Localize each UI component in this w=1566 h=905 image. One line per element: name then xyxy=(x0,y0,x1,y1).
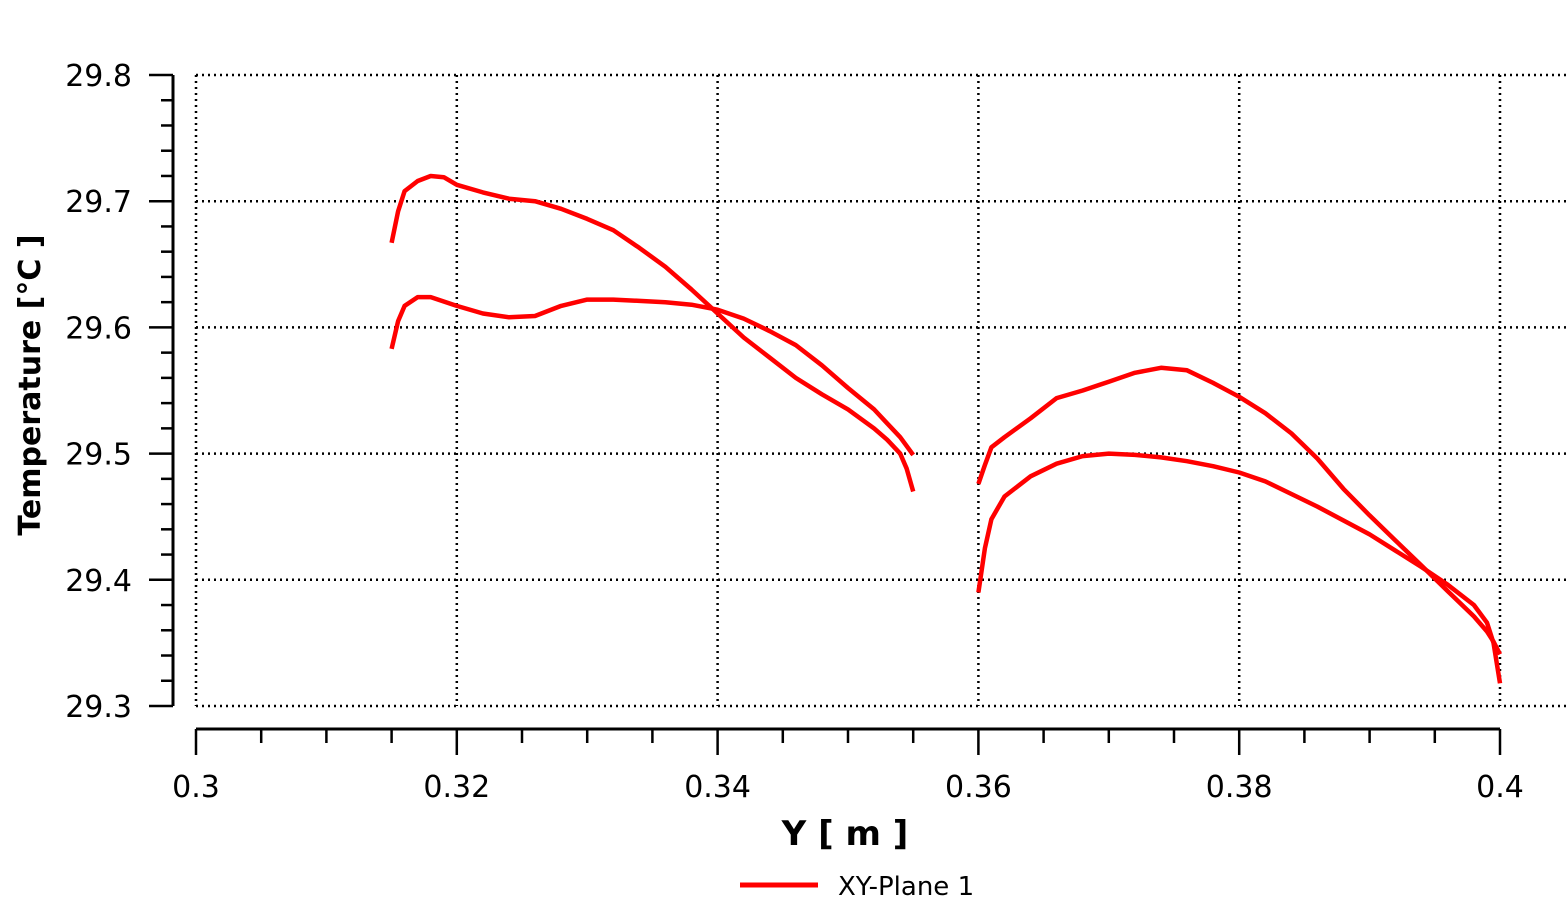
x-tick-label: 0.34 xyxy=(684,770,751,805)
y-tick-label: 29.8 xyxy=(65,59,132,94)
x-axis-ticks: 0.3 0.32 0.34 0.36 0.38 0.4 xyxy=(172,729,1524,805)
y-tick-label: 29.3 xyxy=(65,690,132,725)
series-line-segment-3 xyxy=(976,365,1503,656)
legend-label: XY-Plane 1 xyxy=(838,872,974,902)
x-tick-label: 0.38 xyxy=(1206,770,1273,805)
x-axis-label: Y [ m ] xyxy=(781,814,909,854)
series-lines xyxy=(389,173,1503,684)
y-axis-label: Temperature [°C ] xyxy=(13,234,48,535)
series-line-segment-2 xyxy=(389,294,916,457)
x-tick-label: 0.3 xyxy=(172,770,220,805)
legend: XY-Plane 1 xyxy=(740,872,974,902)
series-line-segment-4 xyxy=(976,451,1503,684)
grid-lines xyxy=(194,73,1566,708)
x-tick-label: 0.36 xyxy=(945,770,1012,805)
x-tick-label: 0.32 xyxy=(423,770,490,805)
y-tick-label: 29.6 xyxy=(65,311,132,346)
y-tick-label: 29.7 xyxy=(65,185,132,220)
y-tick-label: 29.4 xyxy=(65,564,132,599)
y-axis-ticks: 29.3 29.4 29.5 29.6 29.7 29.8 xyxy=(65,59,173,725)
series-line-segment-1 xyxy=(389,173,916,493)
x-tick-label: 0.4 xyxy=(1476,770,1524,805)
y-tick-label: 29.5 xyxy=(65,438,132,473)
